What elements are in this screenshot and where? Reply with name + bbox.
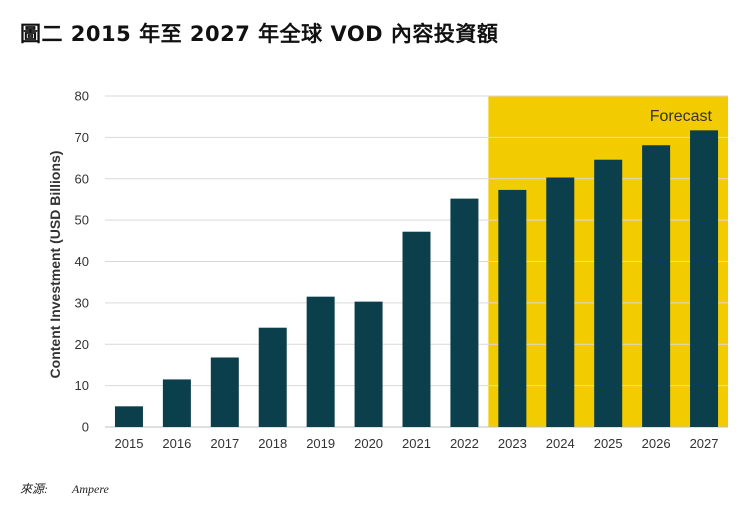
bar (354, 301, 383, 427)
y-tick-label: 20 (75, 337, 89, 352)
bar (210, 357, 239, 427)
source-label: 來源: (20, 482, 48, 496)
bars (114, 130, 719, 427)
y-tick-label: 50 (75, 213, 89, 228)
y-axis-ticks: 0 10 20 30 40 50 60 70 80 (75, 89, 89, 435)
bar (690, 130, 719, 427)
bar (258, 327, 287, 427)
source-value: Ampere (72, 482, 109, 496)
x-tick-label: 2021 (402, 436, 431, 451)
bar (306, 296, 335, 427)
x-tick-label: 2022 (450, 436, 479, 451)
x-tick-label: 2023 (498, 436, 527, 451)
y-tick-label: 40 (75, 254, 89, 269)
y-tick-label: 80 (75, 89, 89, 104)
source-note: 來源: Ampere (20, 480, 109, 497)
bar (594, 159, 623, 427)
y-tick-label: 10 (75, 378, 89, 393)
bar (162, 379, 191, 427)
bar (642, 145, 671, 427)
x-tick-label: 2026 (642, 436, 671, 451)
y-tick-label: 60 (75, 171, 89, 186)
x-axis-ticks: 2015 2016 2017 2018 2019 2020 2021 2022 2023 2024… (115, 436, 719, 451)
bar (546, 177, 575, 427)
x-tick-label: 2019 (306, 436, 335, 451)
bar (498, 189, 527, 427)
bar (450, 198, 479, 427)
x-tick-label: 2018 (258, 436, 287, 451)
y-tick-label: 70 (75, 130, 89, 145)
bar-chart: 2015 2016 2017 2018 2019 2020 2021 2022 2023 2024… (47, 89, 728, 451)
x-tick-label: 2024 (546, 436, 575, 451)
x-tick-label: 2017 (210, 436, 239, 451)
bar (402, 231, 431, 427)
y-tick-label: 30 (75, 295, 89, 310)
forecast-label: Forecast (650, 108, 713, 125)
x-tick-label: 2027 (690, 436, 719, 451)
x-tick-label: 2015 (115, 436, 144, 451)
x-tick-label: 2016 (162, 436, 191, 451)
y-axis-label: Content Investment (USD Billions) (47, 151, 63, 379)
bar (114, 406, 143, 427)
x-tick-label: 2025 (594, 436, 623, 451)
chart-title: 圖二 2015 年至 2027 年全球 VOD 內容投資額 (20, 22, 499, 46)
x-tick-label: 2020 (354, 436, 383, 451)
y-tick-label: 0 (82, 420, 89, 435)
